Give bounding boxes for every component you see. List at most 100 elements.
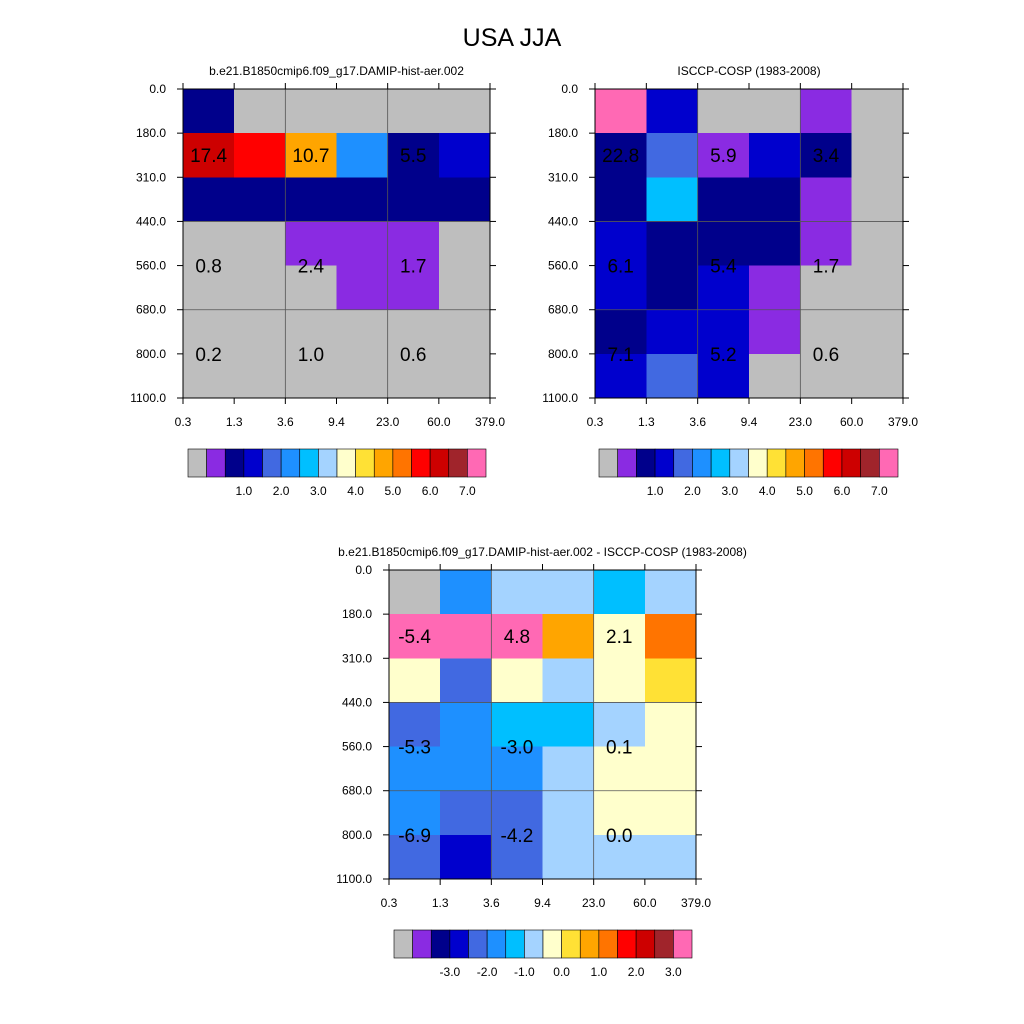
x-tick-label: 9.4 [741, 415, 758, 429]
x-tick-label: 9.4 [534, 896, 551, 910]
y-tick-label: 680.0 [136, 303, 166, 317]
colorbar-swatch [822, 448, 843, 478]
cell-value-label: -5.4 [398, 627, 431, 648]
heatmap-cell [542, 746, 595, 792]
heatmap-cell [389, 570, 441, 615]
heatmap-cell [389, 834, 441, 880]
colorbar-label: 5.0 [385, 484, 402, 498]
cell-value-label: 0.6 [813, 345, 839, 366]
heatmap-cell [697, 309, 750, 355]
heatmap-cell [440, 570, 492, 615]
heatmap-cell [183, 309, 235, 355]
heatmap-cell [593, 614, 646, 659]
heatmap-cell [595, 353, 647, 399]
cell-value-label: 7.1 [607, 345, 633, 366]
heatmap-cell [644, 790, 697, 836]
heatmap-cell [697, 353, 750, 399]
cell-value-label: 0.6 [400, 345, 426, 366]
colorbar-swatch [336, 448, 356, 478]
colorbar-label: 6.0 [422, 484, 439, 498]
cell-value-label: 2.4 [298, 257, 325, 278]
heatmap-cell [749, 309, 801, 355]
colorbar-swatch [224, 448, 245, 478]
cell-value-label: 4.8 [504, 627, 530, 648]
cell-value-label: 3.4 [813, 146, 840, 167]
heatmap-cell [440, 746, 492, 792]
heatmap-cell [491, 702, 544, 748]
cell-value-label: 0.0 [606, 826, 632, 847]
colorbar-label: 4.0 [759, 484, 776, 498]
x-tick-label: 23.0 [376, 415, 400, 429]
heatmap-cell [234, 89, 286, 134]
x-tick-label: 0.3 [587, 415, 604, 429]
heatmap-cell [593, 570, 646, 615]
colorbar-swatch [748, 448, 768, 478]
heatmap-cell [644, 702, 697, 748]
cell-value-label: -4.2 [501, 826, 534, 847]
cell-value-label: 10.7 [292, 146, 329, 167]
x-tick-label: 3.6 [483, 896, 500, 910]
colorbar-swatch [879, 448, 899, 478]
colorbar-label: 1.0 [236, 484, 253, 498]
heatmap-cell [697, 221, 750, 267]
heatmap-cell [749, 89, 801, 134]
heatmap-cell [336, 89, 389, 134]
heatmap-cell [183, 89, 235, 134]
x-tick-label: 60.0 [840, 415, 864, 429]
heatmap-cell [387, 89, 440, 134]
heatmap-cell [387, 353, 440, 399]
heatmap-cell [387, 309, 440, 355]
colorbar-swatch [542, 929, 562, 959]
cell-value-label: -6.9 [398, 826, 431, 847]
colorbar-swatch [318, 448, 338, 478]
heatmap-cell [285, 265, 338, 311]
heatmap-cell [646, 221, 699, 267]
colorbar-label: -1.0 [514, 965, 535, 979]
heatmap-cell [285, 309, 338, 355]
cell-value-label: 6.1 [607, 257, 633, 278]
heatmap-cell [800, 309, 853, 355]
cell-value-label: 1.7 [400, 257, 426, 278]
heatmap-cell [593, 790, 646, 836]
heatmap-cell [851, 309, 904, 355]
heatmap-cell [595, 221, 647, 267]
colorbar-label: 6.0 [834, 484, 851, 498]
heatmap-cell [438, 89, 491, 134]
cell-value-label: 5.5 [400, 146, 426, 167]
heatmap-cell [800, 265, 853, 311]
colorbar-label: 0.0 [553, 965, 570, 979]
colorbar-label: 5.0 [796, 484, 813, 498]
heatmap-cell [285, 89, 338, 134]
heatmap-cell [644, 570, 697, 615]
x-tick-label: 379.0 [681, 896, 711, 910]
y-tick-label: 180.0 [342, 607, 372, 621]
heatmap-cell [851, 221, 904, 267]
heatmap-cell [285, 133, 338, 178]
heatmap-cell [183, 177, 235, 223]
heatmap-cell [285, 221, 338, 267]
panel-title: b.e21.B1850cmip6.f09_g17.DAMIP-hist-aer.… [338, 545, 747, 559]
cell-value-label: -3.0 [501, 738, 534, 759]
colorbar-swatch [429, 448, 450, 478]
colorbar-swatch [841, 448, 861, 478]
colorbar-label: -3.0 [440, 965, 461, 979]
cell-value-label: 0.2 [195, 345, 221, 366]
y-tick-label: 0.0 [561, 82, 578, 96]
colorbar-swatch [673, 929, 693, 959]
colorbar-swatch [467, 448, 487, 478]
heatmap-cell [646, 177, 699, 223]
heatmap-cell [234, 221, 286, 267]
heatmap-cell [234, 353, 286, 399]
cell-value-label: 2.1 [606, 627, 632, 648]
cell-value-label: 5.4 [710, 257, 737, 278]
colorbar-swatch [411, 448, 431, 478]
heatmap-cell [646, 133, 699, 178]
colorbar-swatch [393, 929, 413, 959]
colorbar-swatch [710, 448, 731, 478]
colorbar-swatch [654, 929, 674, 959]
heatmap-cell [851, 265, 904, 311]
colorbar-swatch [280, 448, 301, 478]
heatmap-cell [542, 658, 595, 704]
heatmap-cell [595, 89, 647, 134]
y-tick-label: 180.0 [548, 126, 578, 140]
